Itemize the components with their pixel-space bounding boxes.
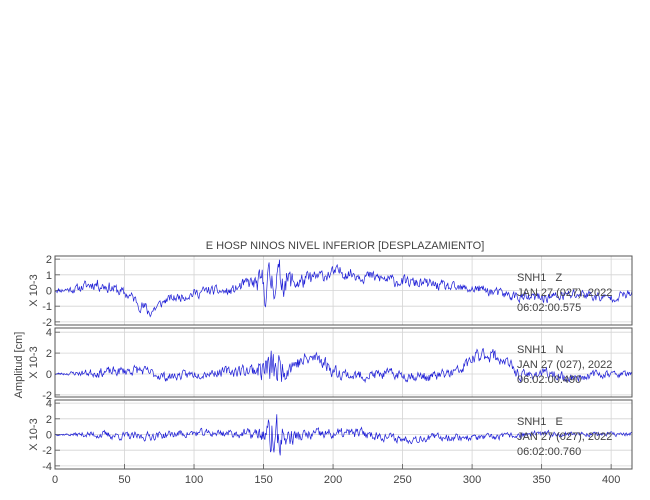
x-tick-label: 0 <box>52 474 58 486</box>
panel-frame <box>54 327 633 398</box>
y-tick-label: 0 <box>46 369 52 381</box>
time-label: 06:02:00.575 <box>517 302 581 314</box>
chart-title: E HOSP NINOS NIVEL INFERIOR [DESPLAZAMIE… <box>206 240 485 252</box>
panel-frame <box>54 399 633 470</box>
x-axis: 0 50 100 150 200 250 300 350 400 <box>52 464 620 486</box>
channel-label: SNH1 E <box>517 416 563 428</box>
y-tick-label: -2 <box>42 445 52 457</box>
y-tick-label: 2 <box>46 414 52 426</box>
panel-e: -4 -2 0 2 4 X 10-3 SNH1 E JAN 27 (027), 2022 06:… <box>28 398 633 473</box>
x-tick-label: 100 <box>185 474 203 486</box>
y-tick-label: 0 <box>46 430 52 442</box>
channel-label: SNH1 Z <box>517 272 563 284</box>
y-tick-label: 1 <box>46 270 52 282</box>
scale-label: X 10-3 <box>28 418 40 450</box>
panel-frame <box>54 255 633 326</box>
y-tick-label: -4 <box>42 461 52 473</box>
y-tick-label: 4 <box>46 398 52 410</box>
time-label: 06:02:00.760 <box>517 446 581 458</box>
y-axis-label: Amplitud [cm] <box>13 332 25 399</box>
scale-label: X 10-3 <box>28 274 40 306</box>
y-tick-label: 4 <box>46 327 52 339</box>
x-tick-label: 150 <box>254 474 272 486</box>
y-tick-label: 2 <box>46 254 52 266</box>
time-label: 06:02:00.490 <box>517 374 581 386</box>
date-label: JAN 27 (027), 2022 <box>517 431 612 443</box>
panel-n: -2 0 2 4 X 10-3 SNH1 N JAN 27 (027), 2022 06:02… <box>28 327 633 402</box>
x-tick-label: 300 <box>463 474 481 486</box>
x-tick-label: 350 <box>532 474 550 486</box>
y-tick-label: -2 <box>42 317 52 329</box>
scale-label: X 10-3 <box>28 346 40 378</box>
waveform-n <box>55 347 633 384</box>
y-tick-label: 2 <box>46 348 52 360</box>
x-tick-label: 250 <box>393 474 411 486</box>
x-tick-label: 200 <box>324 474 342 486</box>
x-tick-label: 50 <box>118 474 130 486</box>
waveform-z <box>54 259 633 318</box>
panel-z: -2 -1 0 1 2 X 10-3 SNH1 Z JAN 27 (027), 2022 06:… <box>28 254 633 329</box>
waveform-e <box>54 414 633 456</box>
date-label: JAN 27 (027), 2022 <box>517 359 612 371</box>
channel-label: SNH1 N <box>517 344 564 356</box>
y-tick-label: -1 <box>42 301 52 313</box>
x-tick-label: 400 <box>602 474 620 486</box>
y-tick-label: 0 <box>46 286 52 298</box>
y-tick-label: -2 <box>42 390 52 402</box>
date-label: JAN 27 (027), 2022 <box>517 287 612 299</box>
